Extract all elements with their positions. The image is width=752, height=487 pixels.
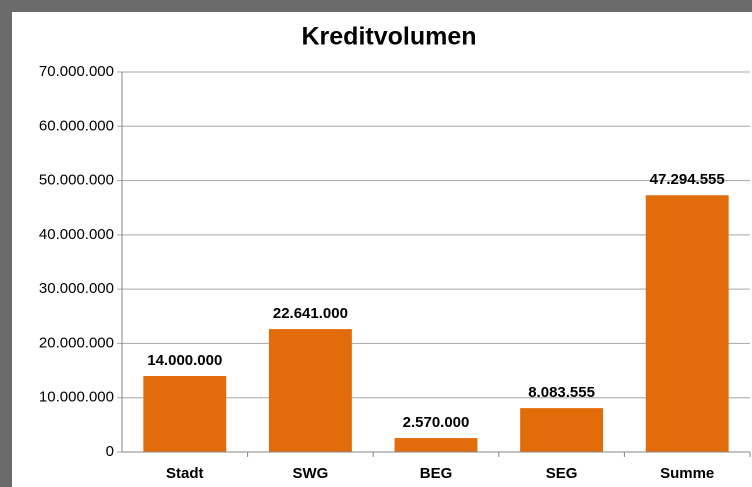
value-label: 2.570.000 bbox=[403, 414, 470, 431]
x-tick-label: Stadt bbox=[166, 465, 204, 482]
value-label: 8.083.555 bbox=[528, 384, 595, 401]
value-label: 47.294.555 bbox=[650, 171, 725, 188]
y-tick-label: 40.000.000 bbox=[39, 226, 114, 243]
y-tick-label: 70.000.000 bbox=[39, 63, 114, 80]
bar bbox=[268, 329, 352, 452]
x-tick-label: Summe bbox=[660, 465, 714, 482]
y-tick-label: 10.000.000 bbox=[39, 389, 114, 406]
y-tick-label: 30.000.000 bbox=[39, 280, 114, 297]
y-tick-label: 50.000.000 bbox=[39, 172, 114, 189]
x-tick-label: SWG bbox=[292, 465, 328, 482]
bar bbox=[394, 438, 478, 452]
chart-title: Kreditvolumen bbox=[301, 23, 476, 51]
y-tick-label: 60.000.000 bbox=[39, 117, 114, 134]
x-tick-label: BEG bbox=[420, 465, 453, 482]
y-tick-label: 20.000.000 bbox=[39, 334, 114, 351]
value-label: 22.641.000 bbox=[273, 305, 348, 322]
bar bbox=[520, 408, 604, 452]
x-tick-label: SEG bbox=[546, 465, 578, 482]
bar bbox=[143, 376, 227, 452]
bar bbox=[645, 195, 729, 453]
chart-background bbox=[12, 12, 752, 487]
y-tick-label: 0 bbox=[106, 443, 114, 460]
value-label: 14.000.000 bbox=[147, 352, 222, 369]
